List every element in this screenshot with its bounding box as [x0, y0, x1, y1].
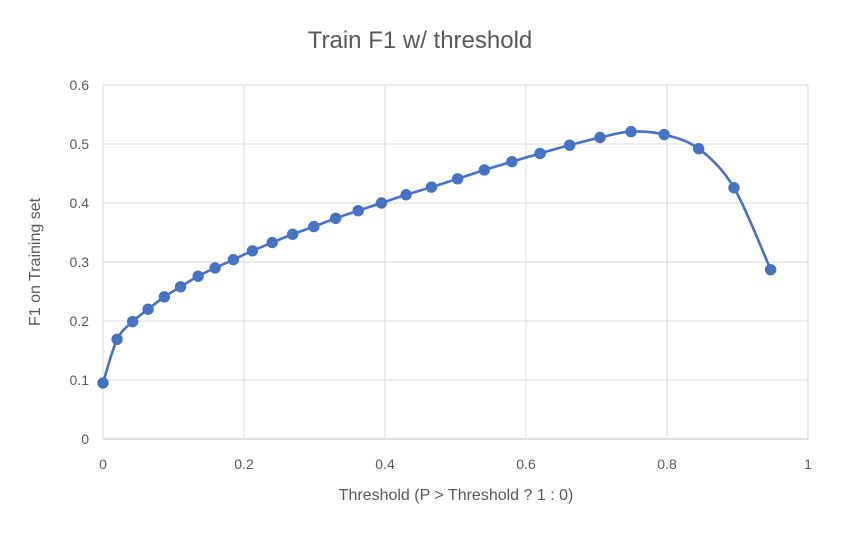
data-point — [400, 189, 412, 201]
data-point — [209, 262, 221, 274]
data-point — [174, 281, 187, 293]
data-point — [111, 333, 123, 345]
data-point — [286, 228, 299, 240]
data-point — [534, 147, 546, 160]
grid — [102, 84, 809, 440]
x-axis-label: Threshold (P > Threshold ? 1 : 0) — [339, 487, 574, 504]
data-point — [764, 263, 777, 276]
data-point — [478, 164, 491, 176]
data-point — [425, 181, 438, 193]
series-line — [101, 130, 772, 385]
chart-title: Train F1 w/ threshold — [308, 27, 533, 54]
series-group — [97, 125, 777, 389]
y-axis-label: F1 on Training set — [27, 197, 44, 326]
x-tick-labels: 0 0.2 0.4 0.6 0.8 1 — [99, 456, 812, 472]
y-tick-label: 0.3 — [70, 254, 90, 270]
x-tick-label: 0.2 — [234, 456, 254, 472]
data-point — [158, 291, 171, 303]
x-tick-label: 0.8 — [657, 456, 677, 472]
y-tick-label: 0.2 — [70, 313, 90, 329]
data-point — [266, 236, 278, 249]
data-point — [192, 270, 204, 282]
y-tick-label: 0.4 — [70, 195, 90, 211]
data-point — [594, 131, 606, 144]
y-tick-label: 0 — [81, 431, 89, 447]
x-tick-label: 0.6 — [516, 456, 536, 472]
data-point — [728, 181, 740, 194]
y-tick-label: 0.1 — [70, 372, 90, 388]
y-tick-label: 0.5 — [70, 136, 90, 152]
data-point — [227, 253, 240, 266]
data-point — [142, 303, 154, 315]
data-point — [451, 173, 464, 185]
data-point — [246, 245, 259, 257]
data-point — [564, 139, 576, 151]
data-point — [126, 315, 139, 328]
data-point — [625, 125, 637, 138]
data-point — [658, 128, 670, 141]
data-point — [693, 143, 705, 155]
data-point — [97, 377, 109, 389]
y-tick-labels: 0 0.1 0.2 0.3 0.4 0.5 0.6 — [70, 77, 90, 447]
data-point — [352, 204, 364, 217]
data-point — [506, 156, 518, 168]
data-point — [375, 197, 388, 209]
x-tick-label: 0 — [99, 456, 107, 472]
x-tick-label: 0.4 — [375, 456, 395, 472]
y-tick-label: 0.6 — [70, 77, 90, 93]
x-tick-label: 1 — [804, 456, 812, 472]
data-point — [308, 220, 320, 233]
data-point — [329, 212, 342, 225]
